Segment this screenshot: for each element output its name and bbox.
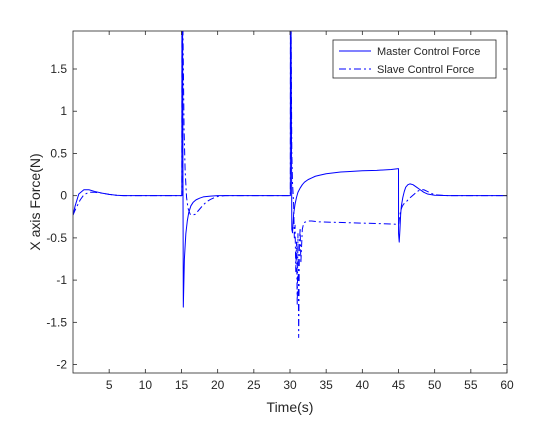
series-slave-control-force-line bbox=[73, 31, 507, 339]
x-tick-label: 55 bbox=[464, 378, 478, 392]
y-tick-label: 0.5 bbox=[50, 146, 67, 160]
tick-layer: 5 10 15 20 25 30 35 40 45 50 55 60 -2 -1.5 -1 -0.5 0 0.5 1… bbox=[46, 31, 514, 392]
x-tick-label: 15 bbox=[175, 378, 189, 392]
x-tick-label: 20 bbox=[211, 378, 225, 392]
y-axis-label: X axis Force(N) bbox=[27, 153, 43, 250]
x-tick-label: 60 bbox=[500, 378, 514, 392]
legend: Master Control Force Slave Control Force bbox=[332, 39, 497, 79]
x-tick-label: 30 bbox=[283, 378, 297, 392]
x-tick-label: 50 bbox=[428, 378, 442, 392]
y-tick-label: 1 bbox=[60, 104, 67, 118]
y-tick-label: -0.5 bbox=[46, 231, 67, 245]
x-tick-label: 25 bbox=[247, 378, 261, 392]
y-tick-label: -1.5 bbox=[46, 315, 67, 329]
legend-box bbox=[332, 39, 497, 79]
y-tick-label: 0 bbox=[60, 189, 67, 203]
y-tick-label: -1 bbox=[56, 273, 67, 287]
x-tick-label: 5 bbox=[106, 378, 113, 392]
legend-master-label: Master Control Force bbox=[377, 46, 480, 58]
x-tick-label: 10 bbox=[139, 378, 153, 392]
series-layer bbox=[73, 31, 507, 339]
y-tick-label: 1.5 bbox=[50, 62, 67, 76]
y-tick-label: -2 bbox=[56, 358, 67, 372]
series-master-control-force-line bbox=[73, 31, 507, 308]
x-axis-label: Time(s) bbox=[267, 399, 314, 415]
x-tick-label: 35 bbox=[319, 378, 333, 392]
legend-slave-label: Slave Control Force bbox=[377, 64, 474, 76]
x-tick-label: 45 bbox=[392, 378, 406, 392]
x-tick-label: 40 bbox=[356, 378, 370, 392]
